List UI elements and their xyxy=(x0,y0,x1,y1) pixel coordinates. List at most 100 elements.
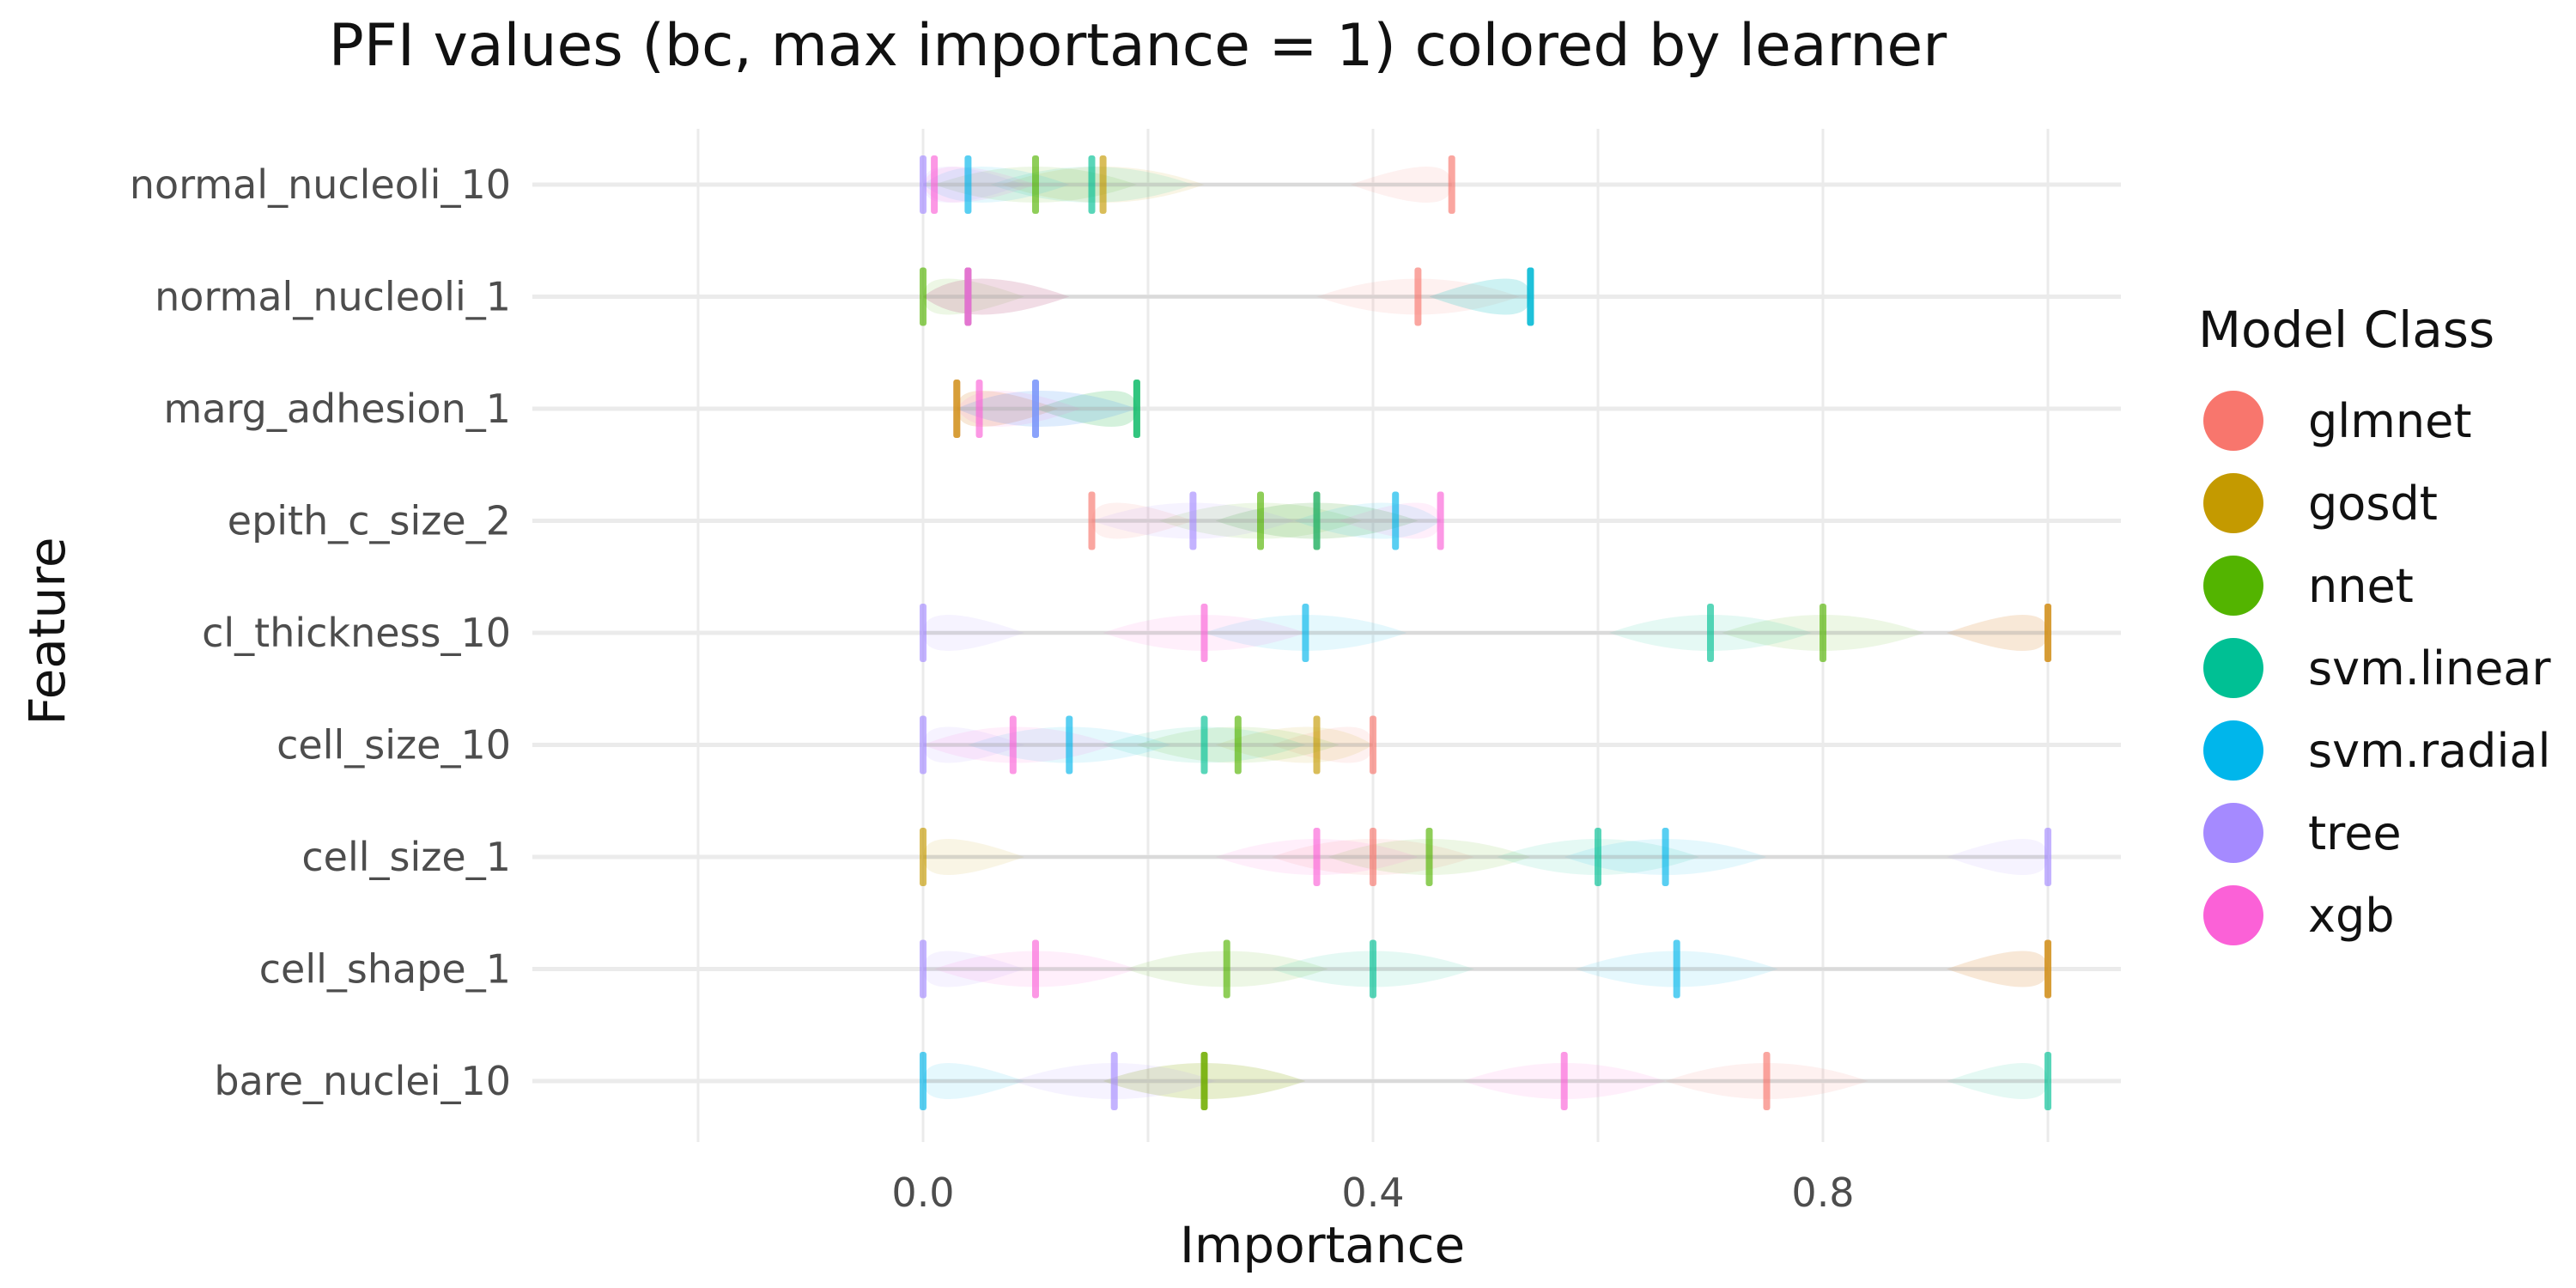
legend-item: gosdt xyxy=(2198,462,2551,544)
violin-shape xyxy=(1947,615,2048,651)
data-mark-svm.radial xyxy=(920,1052,927,1110)
x-tick-label: 0.0 xyxy=(891,1170,954,1216)
y-tick-label: epith_c_size_2 xyxy=(228,498,511,544)
y-tick-label: normal_nucleoli_1 xyxy=(155,274,511,320)
data-mark-gosdt xyxy=(2044,604,2051,662)
data-mark-nnet xyxy=(1200,1052,1208,1110)
violin-shape xyxy=(1036,391,1137,427)
violin-shape xyxy=(923,278,1070,315)
violin-shape xyxy=(1947,615,2048,651)
legend-swatch xyxy=(2203,803,2263,863)
y-axis-title: Feature xyxy=(18,537,76,725)
legend-label: svm.linear xyxy=(2308,641,2551,696)
y-tick-label: marg_adhesion_1 xyxy=(164,386,511,432)
violin-layer xyxy=(923,167,2048,1099)
data-mark-xgb xyxy=(1437,491,1444,550)
legend-item: glmnet xyxy=(2198,380,2551,462)
data-mark-gosdt xyxy=(2044,939,2051,999)
violin-shape xyxy=(1215,726,1373,763)
data-mark-xgb xyxy=(1560,1052,1568,1110)
data-mark-tree xyxy=(920,155,927,214)
violin-shape xyxy=(923,278,1024,315)
legend-item: svm.radial xyxy=(2198,709,2551,792)
legend-items: glmnet gosdt nnet svm.linear svm.radial tree x… xyxy=(2198,380,2551,957)
data-mark-tree xyxy=(1032,380,1039,438)
data-mark-xgb xyxy=(1313,828,1321,886)
y-tick-label: normal_nucleoli_10 xyxy=(130,161,511,208)
legend-item: tree xyxy=(2198,792,2551,874)
legend-label: gosdt xyxy=(2308,476,2438,531)
violin-shape xyxy=(1272,726,1373,763)
data-mark-gosdt xyxy=(920,828,927,886)
violin-shape xyxy=(1947,951,2048,987)
data-mark-nnet xyxy=(920,267,927,326)
data-mark-glmnet xyxy=(1370,715,1376,775)
legend-swatch xyxy=(2203,391,2263,451)
violin-shape xyxy=(923,839,1024,875)
data-mark-svm.linear xyxy=(1088,155,1096,214)
violin-shape xyxy=(957,391,1081,427)
violin-shape xyxy=(923,1063,1024,1099)
violin-shape xyxy=(957,391,1137,427)
legend: Model Class glmnet gosdt nnet svm.linear svm… xyxy=(2198,301,2551,957)
legend-label: xgb xyxy=(2308,888,2395,943)
legend-item: xgb xyxy=(2198,874,2551,957)
data-mark-svm.radial xyxy=(1662,828,1669,886)
data-mark-svm.radial xyxy=(1527,267,1534,326)
violin-shape xyxy=(1429,278,1531,315)
x-tick-label: 0.8 xyxy=(1791,1170,1854,1216)
grid-layer xyxy=(532,129,2121,1142)
legend-label: nnet xyxy=(2308,558,2414,613)
data-mark-svm.linear xyxy=(1595,828,1601,886)
data-mark-nnet xyxy=(1425,828,1433,886)
legend-swatch xyxy=(2203,473,2263,533)
violin-shape xyxy=(1339,502,1441,539)
data-mark-tree xyxy=(920,939,927,999)
data-mark-xgb xyxy=(1009,715,1017,775)
data-mark-xgb xyxy=(931,155,939,214)
data-mark-svm.linear xyxy=(1133,380,1140,438)
data-mark-xgb xyxy=(964,267,972,326)
data-mark-glmnet xyxy=(1448,155,1455,214)
data-mark-nnet xyxy=(1223,939,1230,999)
legend-item: nnet xyxy=(2198,544,2551,627)
y-tick-label: cell_size_10 xyxy=(276,722,511,769)
data-mark-svm.radial xyxy=(1302,604,1309,662)
violin-shape xyxy=(1350,167,1452,203)
legend-title: Model Class xyxy=(2198,301,2495,359)
legend-swatch xyxy=(2203,720,2263,781)
legend-item: svm.linear xyxy=(2198,627,2551,709)
legend-label: tree xyxy=(2308,805,2402,860)
violin-shape xyxy=(1947,951,2048,987)
violin-shape xyxy=(1429,278,1531,315)
x-axis-title: Importance xyxy=(1180,1216,1465,1274)
data-mark-xgb xyxy=(1200,604,1208,662)
data-mark-tree xyxy=(920,715,927,775)
y-tick-label: cell_shape_1 xyxy=(259,946,511,993)
violin-shape xyxy=(1947,839,2048,875)
x-tick-label: 0.4 xyxy=(1341,1170,1404,1216)
data-mark-glmnet xyxy=(1763,1052,1771,1110)
violin-shape xyxy=(957,391,1137,427)
violin-shape xyxy=(923,615,1024,651)
data-mark-svm.radial xyxy=(1392,491,1400,550)
data-mark-svm.linear xyxy=(1370,939,1376,999)
data-mark-nnet xyxy=(1820,604,1826,662)
data-mark-glmnet xyxy=(1414,267,1422,326)
violin-shape xyxy=(923,167,1036,203)
data-mark-svm.radial xyxy=(1066,715,1073,775)
data-mark-tree xyxy=(920,604,927,662)
y-tick-label: cell_size_1 xyxy=(301,834,511,880)
data-mark-svm.linear xyxy=(1200,715,1208,775)
data-mark-glmnet xyxy=(1370,828,1376,886)
legend-swatch xyxy=(2203,556,2263,616)
violin-shape xyxy=(923,278,1070,315)
violin-shape xyxy=(1091,502,1194,539)
violin-shape xyxy=(923,951,1024,987)
y-tick-label: cl_thickness_10 xyxy=(202,610,511,656)
data-mark-svm.linear xyxy=(1313,491,1321,550)
data-mark-nnet xyxy=(1257,491,1264,550)
data-mark-xgb xyxy=(1032,939,1039,999)
y-tick-labels: normal_nucleoli_10 normal_nucleoli_1 marg_… xyxy=(130,161,511,1104)
